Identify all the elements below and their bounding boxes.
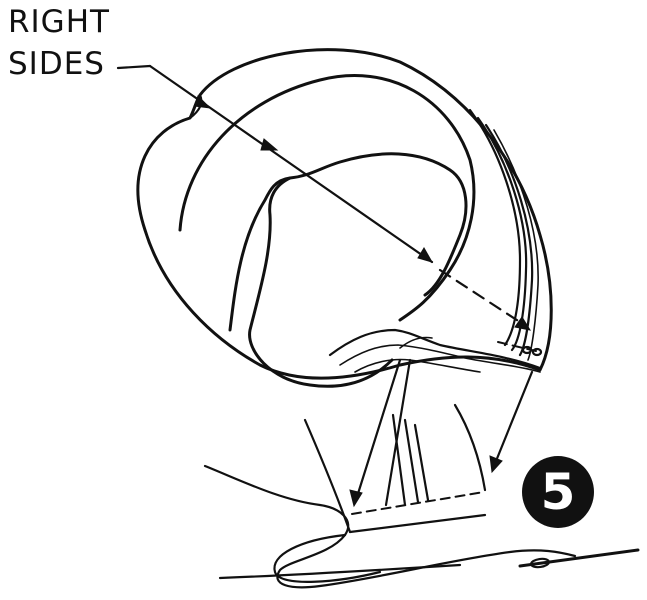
seam-fold-3: [354, 358, 481, 373]
label-leader-arrow-line: [148, 64, 434, 264]
cuff-middle-layer: [178, 74, 476, 322]
cuff-outer-notch: [188, 93, 203, 120]
label-leader-arrowhead: [417, 247, 434, 263]
cuff-edge-3: [484, 123, 534, 357]
cuff-outer-layer: [136, 48, 553, 380]
sleeve-pleat-1: [391, 413, 407, 507]
down-arrow-left: [354, 358, 402, 502]
sleeve-pleat-3: [413, 423, 430, 502]
sleeve-pleat-2: [403, 418, 420, 504]
thread-tail: [218, 563, 462, 580]
cuff-inner-layer: [228, 152, 468, 332]
cuff-edge-1: [468, 108, 522, 347]
down-arrow-right-head: [489, 455, 503, 474]
label-leader-line: [116, 64, 152, 70]
thread-line: [203, 464, 577, 589]
thread-loop: [273, 533, 382, 583]
leader-dashed-extension: [438, 268, 528, 328]
leader-mid-arrowhead-2: [260, 138, 279, 151]
step-number-badge: 5: [522, 456, 594, 528]
cuff-inner-pocket: [248, 176, 394, 388]
sleeve-bottom: [348, 513, 487, 534]
needle-icon: [518, 548, 640, 568]
seam-fold-2: [339, 344, 541, 373]
stitch-knot-2: [531, 347, 543, 357]
cuff-edge-4: [493, 129, 539, 361]
down-arrow-left-head: [349, 489, 363, 508]
needle-eye: [529, 557, 551, 569]
cuff-edge-2: [476, 116, 528, 352]
seam-fold-4: [399, 336, 433, 349]
sleeve-right-edge: [453, 403, 487, 492]
label-right: RIGHT: [8, 4, 110, 40]
stitch-knot-1: [521, 345, 533, 355]
label-sides: SIDES: [8, 46, 105, 82]
down-arrow-center: [384, 358, 412, 507]
down-arrow-right: [492, 370, 534, 468]
